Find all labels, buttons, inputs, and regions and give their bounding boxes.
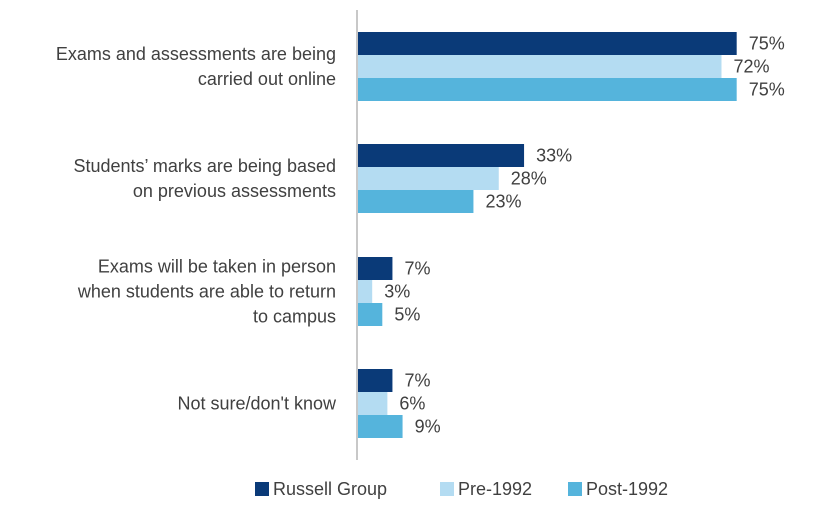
value-label: 23% — [485, 192, 521, 212]
value-label: 75% — [749, 80, 785, 100]
value-label: 28% — [511, 169, 547, 189]
value-label: 3% — [384, 282, 410, 302]
legend: Russell Group Pre-1992 Post-1992 — [255, 479, 668, 499]
bar-pre-1992 — [357, 167, 499, 190]
legend-label: Pre-1992 — [458, 479, 532, 499]
legend-label: Post-1992 — [586, 479, 668, 499]
value-label: 9% — [415, 417, 441, 437]
value-label: 33% — [536, 146, 572, 166]
value-label: 7% — [404, 259, 430, 279]
category-label: Students’ marks are being based on previo… — [74, 156, 337, 201]
bar-post-1992 — [357, 78, 737, 101]
value-label: 5% — [394, 305, 420, 325]
bar-pre-1992 — [357, 392, 388, 415]
category-label: Exams will be taken in person when studen… — [77, 257, 336, 327]
bar-post-1992 — [357, 415, 403, 438]
category-label: Exams and assessments are being carried o… — [56, 44, 336, 89]
bars — [357, 32, 737, 438]
value-label: 72% — [734, 57, 770, 77]
bar-russell-group — [357, 32, 737, 55]
bar-pre-1992 — [357, 280, 373, 303]
value-label: 7% — [404, 371, 430, 391]
legend-swatch — [440, 482, 454, 496]
bar-russell-group — [357, 144, 525, 167]
legend-swatch — [568, 482, 582, 496]
category-labels: Exams and assessments are being carried o… — [56, 44, 337, 414]
category-label: Not sure/don't know — [177, 394, 337, 414]
bar-russell-group — [357, 369, 393, 392]
value-label: 6% — [399, 394, 425, 414]
value-labels: 75% 72% 75% 33% 28% 23% 7% 3% 5% 7% 6% 9% — [384, 34, 785, 437]
bar-pre-1992 — [357, 55, 722, 78]
legend-label: Russell Group — [273, 479, 387, 499]
value-label: 75% — [749, 34, 785, 54]
bar-post-1992 — [357, 303, 383, 326]
bar-post-1992 — [357, 190, 474, 213]
legend-swatch — [255, 482, 269, 496]
bar-russell-group — [357, 257, 393, 280]
